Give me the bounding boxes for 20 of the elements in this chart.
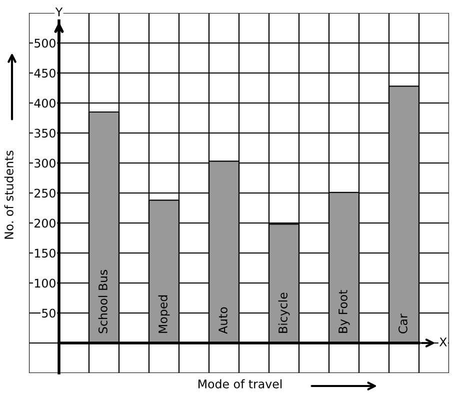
y-axis-title: No. of students <box>4 150 14 239</box>
y-tick-label: 150 <box>34 248 56 258</box>
y-tick-label: 200 <box>34 218 56 228</box>
x-tick-label: By Foot <box>338 290 350 333</box>
x-axis-title: Mode of travel <box>198 379 282 388</box>
y-tick-label: 400 <box>34 98 56 108</box>
x-tick-label: Bicycle <box>278 292 290 333</box>
x-tick-label: Car <box>398 314 408 334</box>
y-tick-label: 100 <box>34 278 56 288</box>
x-tick-label: Moped <box>158 295 170 333</box>
x-tick-label: School Bus <box>98 270 108 334</box>
y-tick-label: 250 <box>34 188 56 198</box>
annotation: X <box>439 338 447 346</box>
y-tick-label: 300 <box>34 158 56 168</box>
annotation: Y <box>55 8 63 16</box>
x-tick-label: Auto <box>218 307 228 334</box>
y-tick-label: 350 <box>34 128 56 138</box>
y-tick-label: 50 <box>42 308 56 318</box>
y-tick-label: 450 <box>34 68 56 78</box>
y-tick-label: 500 <box>34 38 56 48</box>
